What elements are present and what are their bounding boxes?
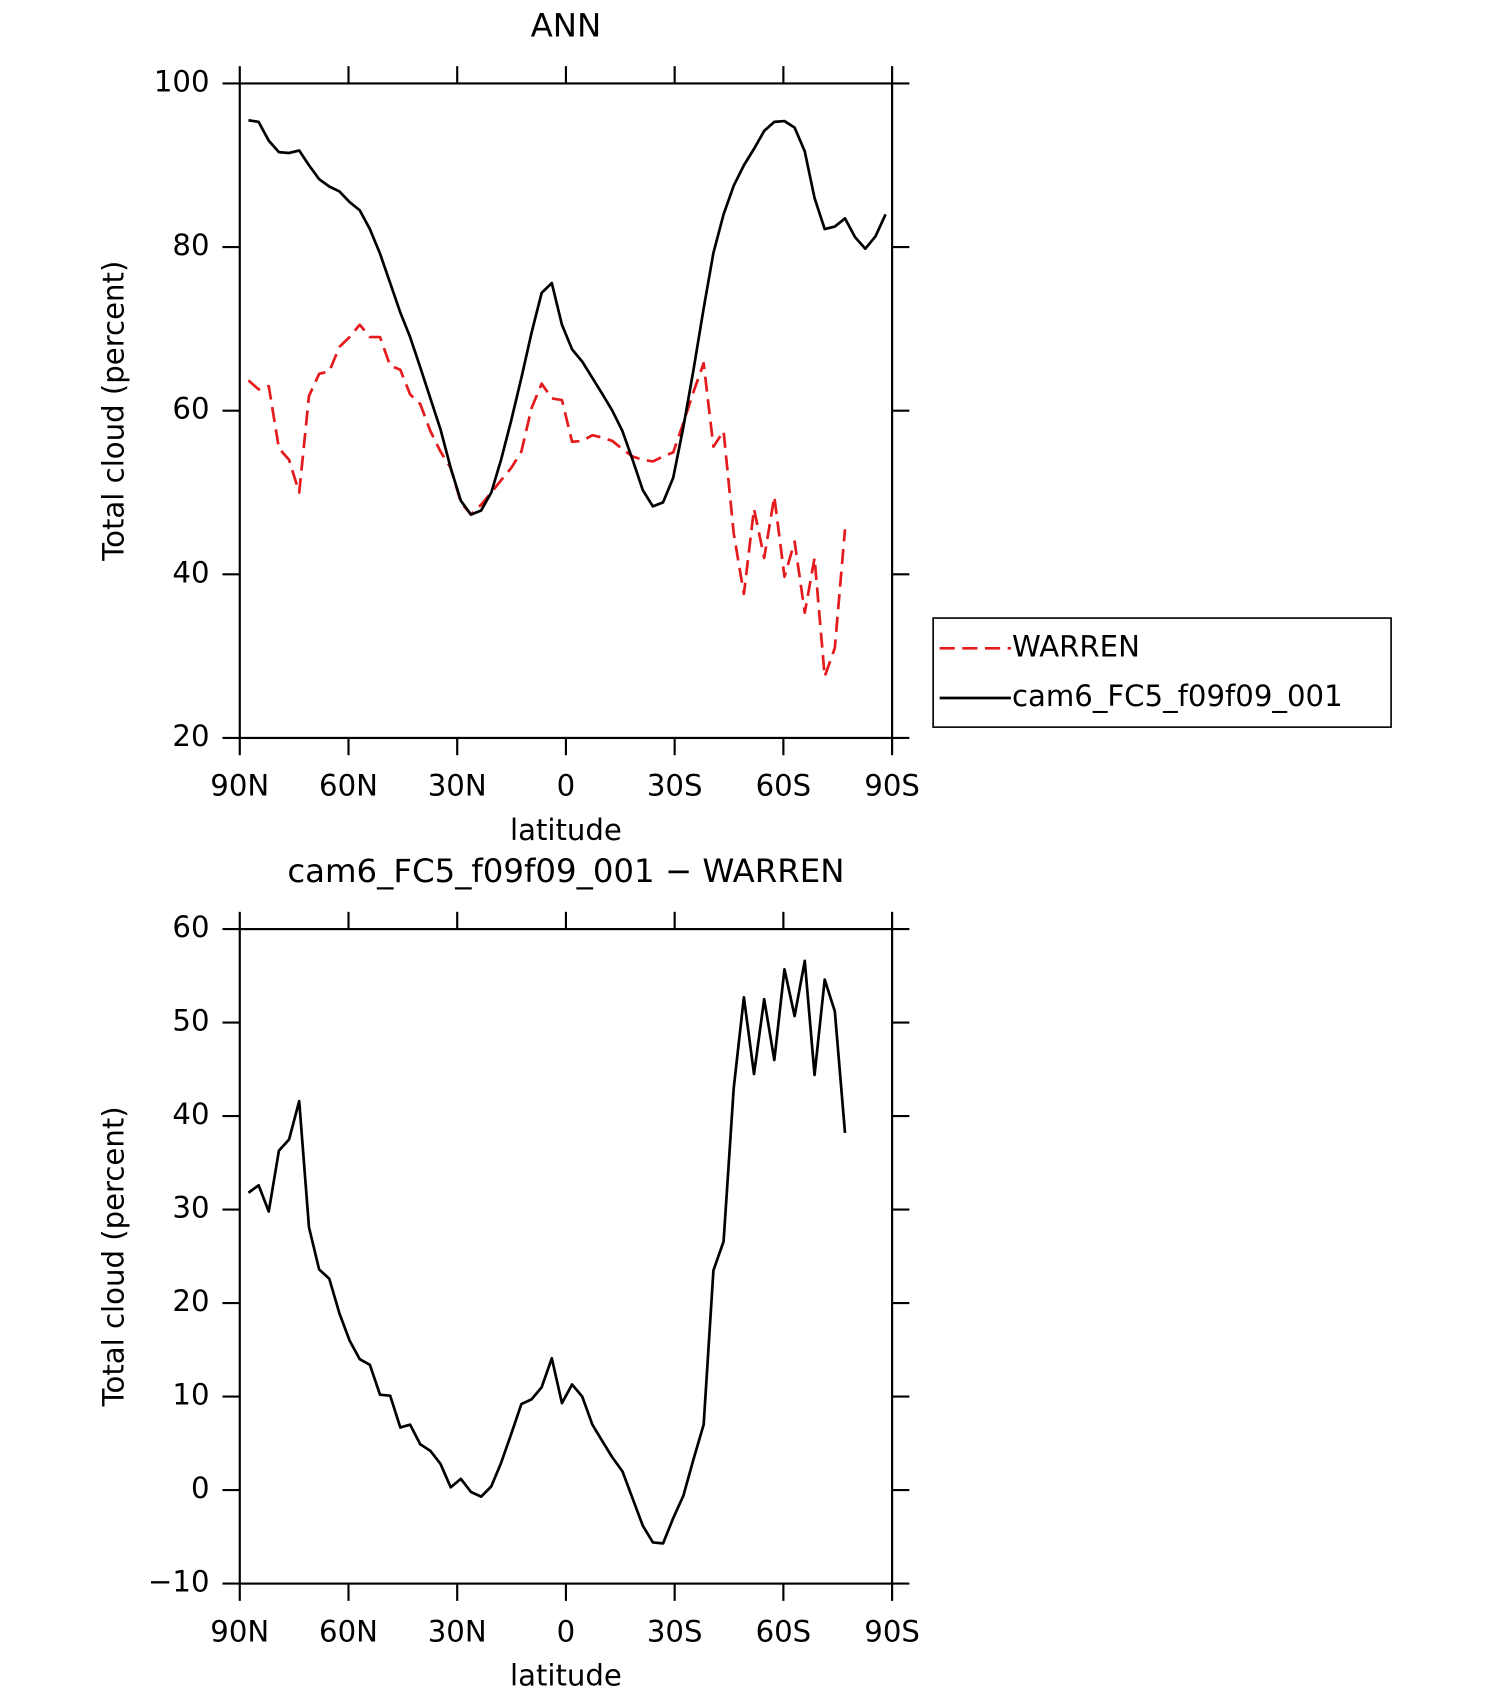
- legend-label: cam6_FC5_f09f09_001: [1012, 679, 1343, 713]
- x-tick-label: 60S: [756, 1614, 812, 1648]
- y-tick-label: 20: [172, 719, 209, 753]
- y-tick-label: 20: [172, 1284, 209, 1318]
- x-tick-label: 60N: [319, 769, 378, 803]
- x-tick-label: 30N: [428, 1614, 487, 1648]
- x-tick-label: 60N: [319, 1614, 378, 1648]
- x-tick-label: 30S: [647, 769, 703, 803]
- x-tick-label: 90N: [210, 1614, 269, 1648]
- y-tick-label: 60: [172, 392, 209, 426]
- x-tick-label: 30N: [428, 769, 487, 803]
- y-tick-label: 40: [172, 555, 209, 589]
- data-line: [248, 118, 887, 516]
- legend-box: [932, 617, 1392, 728]
- data-line: [247, 959, 847, 1545]
- legend-label: WARREN: [1012, 629, 1140, 663]
- y-tick-label: −10: [148, 1565, 210, 1599]
- x-tick-label: 90S: [864, 769, 920, 803]
- y-tick-label: 30: [172, 1191, 209, 1225]
- y-tick-label: 60: [172, 910, 209, 944]
- x-axis-label: latitude: [510, 1659, 622, 1693]
- y-tick-label: 100: [154, 64, 210, 98]
- x-tick-label: 90S: [864, 1614, 920, 1648]
- x-axis-label: latitude: [510, 813, 622, 847]
- x-tick-label: 0: [557, 1614, 576, 1648]
- y-axis-label: Total cloud (percent): [97, 261, 131, 562]
- plot-frame: [238, 928, 894, 1585]
- y-tick-label: 40: [172, 1097, 209, 1131]
- y-axis-label: Total cloud (percent): [97, 1106, 131, 1407]
- y-tick-label: 10: [172, 1378, 209, 1412]
- x-tick-label: 30S: [647, 1614, 703, 1648]
- data-line: [247, 323, 847, 678]
- x-tick-label: 60S: [756, 769, 812, 803]
- plot-frame: [238, 82, 894, 740]
- x-tick-label: 0: [557, 769, 576, 803]
- y-tick-label: 50: [172, 1004, 209, 1038]
- chart-title: cam6_FC5_f09f09_001 − WARREN: [287, 852, 844, 890]
- chart-title: ANN: [531, 6, 602, 44]
- y-tick-label: 0: [191, 1471, 210, 1505]
- x-tick-label: 90N: [210, 769, 269, 803]
- y-tick-label: 80: [172, 228, 209, 262]
